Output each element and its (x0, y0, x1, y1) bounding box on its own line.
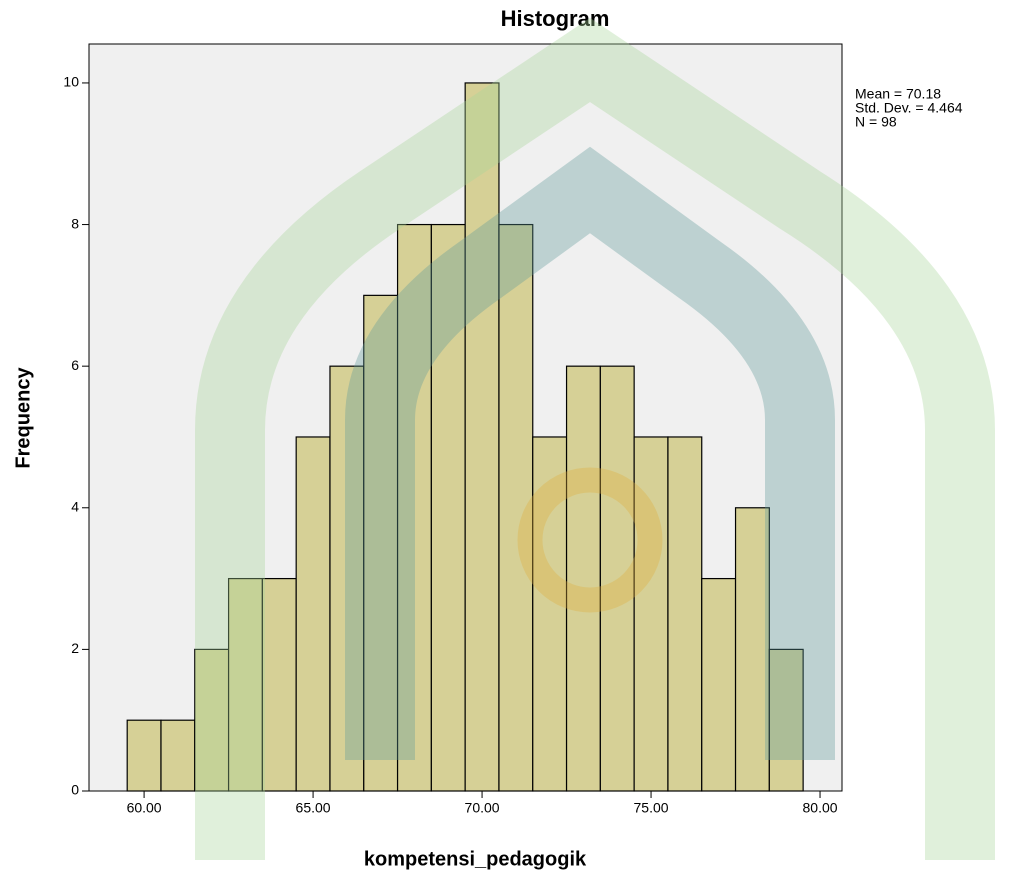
bar (465, 83, 499, 791)
bar (634, 437, 668, 791)
x-tick-label: 65.00 (296, 800, 331, 816)
bar (330, 366, 364, 791)
x-tick-label: 60.00 (127, 800, 162, 816)
y-tick-label: 8 (71, 215, 79, 231)
bar (364, 295, 398, 791)
bar (262, 579, 296, 791)
bar (533, 437, 567, 791)
bar (431, 225, 465, 791)
chart: Histogram kompetensi_pedagogik Frequency… (0, 0, 1013, 881)
bar (736, 508, 770, 791)
bar (161, 720, 195, 791)
bar (195, 649, 229, 791)
bar (229, 579, 263, 791)
y-axis-label: Frequency (12, 367, 34, 469)
y-tick-label: 2 (71, 640, 79, 656)
bar (600, 366, 634, 791)
bar (769, 649, 803, 791)
y-tick-label: 10 (63, 74, 79, 90)
y-tick-label: 6 (71, 357, 79, 373)
bar (296, 437, 330, 791)
x-tick-label: 70.00 (465, 800, 500, 816)
y-tick-label: 0 (71, 782, 79, 798)
x-tick-label: 80.00 (803, 800, 838, 816)
x-tick-label: 75.00 (634, 800, 669, 816)
bar (398, 225, 432, 791)
y-tick-label: 4 (71, 498, 79, 514)
bar (499, 225, 533, 791)
bar (567, 366, 601, 791)
annotation: N = 98 (855, 114, 897, 130)
bar (127, 720, 161, 791)
bar (668, 437, 702, 791)
bar (702, 579, 736, 791)
x-axis-label: kompetensi_pedagogik (364, 848, 587, 870)
chart-title: Histogram (501, 6, 610, 31)
